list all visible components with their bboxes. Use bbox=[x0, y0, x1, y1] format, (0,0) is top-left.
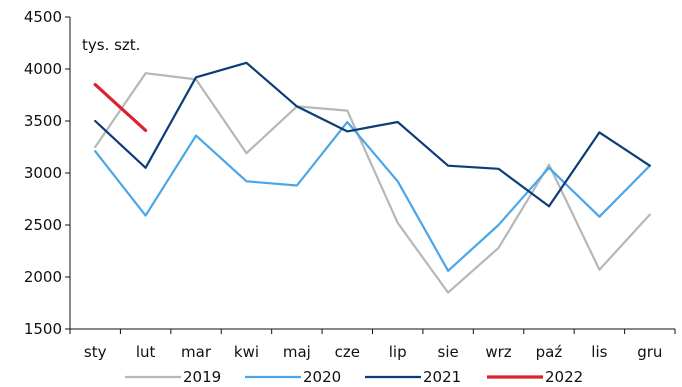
unit-label: tys. szt. bbox=[82, 36, 140, 54]
x-tick-label: gru bbox=[637, 343, 662, 361]
series-line-2019 bbox=[94, 72, 651, 294]
series-line-2021 bbox=[94, 61, 651, 208]
y-tick-label: 4500 bbox=[24, 8, 62, 26]
y-tick-label: 1500 bbox=[24, 320, 62, 338]
legend: 2019 2020 2021 2022 bbox=[125, 368, 583, 386]
x-tick-label: mar bbox=[181, 343, 212, 361]
legend-label-2020: 2020 bbox=[303, 368, 341, 386]
y-tick-label: 2500 bbox=[24, 216, 62, 234]
x-tick-label: lip bbox=[389, 343, 407, 361]
x-tick-label: lis bbox=[591, 343, 607, 361]
y-tick-label: 2000 bbox=[24, 268, 62, 286]
series-lines bbox=[93, 61, 651, 294]
x-tick-label: sty bbox=[84, 343, 107, 361]
y-tick-label: 3000 bbox=[24, 164, 62, 182]
x-tick-label: cze bbox=[335, 343, 360, 361]
x-tick-label: lut bbox=[136, 343, 156, 361]
series-line-2022 bbox=[93, 82, 148, 132]
y-tick-label: 4000 bbox=[24, 60, 62, 78]
x-tick-label: maj bbox=[283, 343, 311, 361]
legend-label-2022: 2022 bbox=[545, 368, 583, 386]
x-tick-label: wrz bbox=[485, 343, 511, 361]
series-line-2020 bbox=[94, 120, 651, 272]
x-tick-label: sie bbox=[438, 343, 459, 361]
axes: 1500 2000 2500 3000 3500 4000 4500 sty lut mar kwi… bbox=[24, 8, 676, 361]
x-tick-label: kwi bbox=[234, 343, 259, 361]
legend-label-2019: 2019 bbox=[183, 368, 221, 386]
x-tick-label: paź bbox=[536, 343, 563, 361]
legend-label-2021: 2021 bbox=[423, 368, 461, 386]
y-tick-label: 3500 bbox=[24, 112, 62, 130]
